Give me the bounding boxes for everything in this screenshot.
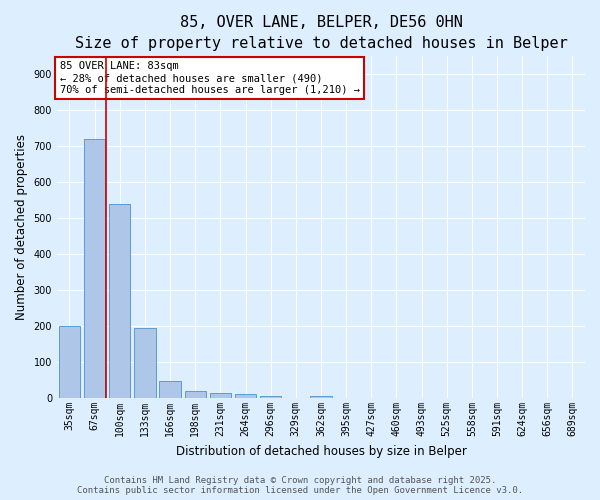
- X-axis label: Distribution of detached houses by size in Belper: Distribution of detached houses by size …: [176, 444, 466, 458]
- Text: Contains HM Land Registry data © Crown copyright and database right 2025.
Contai: Contains HM Land Registry data © Crown c…: [77, 476, 523, 495]
- Bar: [160, 381, 181, 398]
- Bar: [134, 328, 155, 398]
- Bar: [59, 326, 80, 398]
- Bar: [84, 139, 106, 398]
- Title: 85, OVER LANE, BELPER, DE56 0HN
Size of property relative to detached houses in : 85, OVER LANE, BELPER, DE56 0HN Size of …: [74, 15, 568, 51]
- Y-axis label: Number of detached properties: Number of detached properties: [15, 134, 28, 320]
- Bar: [310, 396, 332, 398]
- Bar: [235, 394, 256, 398]
- Bar: [260, 396, 281, 398]
- Bar: [209, 392, 231, 398]
- Bar: [185, 391, 206, 398]
- Text: 85 OVER LANE: 83sqm
← 28% of detached houses are smaller (490)
70% of semi-detac: 85 OVER LANE: 83sqm ← 28% of detached ho…: [59, 62, 359, 94]
- Bar: [109, 204, 130, 398]
